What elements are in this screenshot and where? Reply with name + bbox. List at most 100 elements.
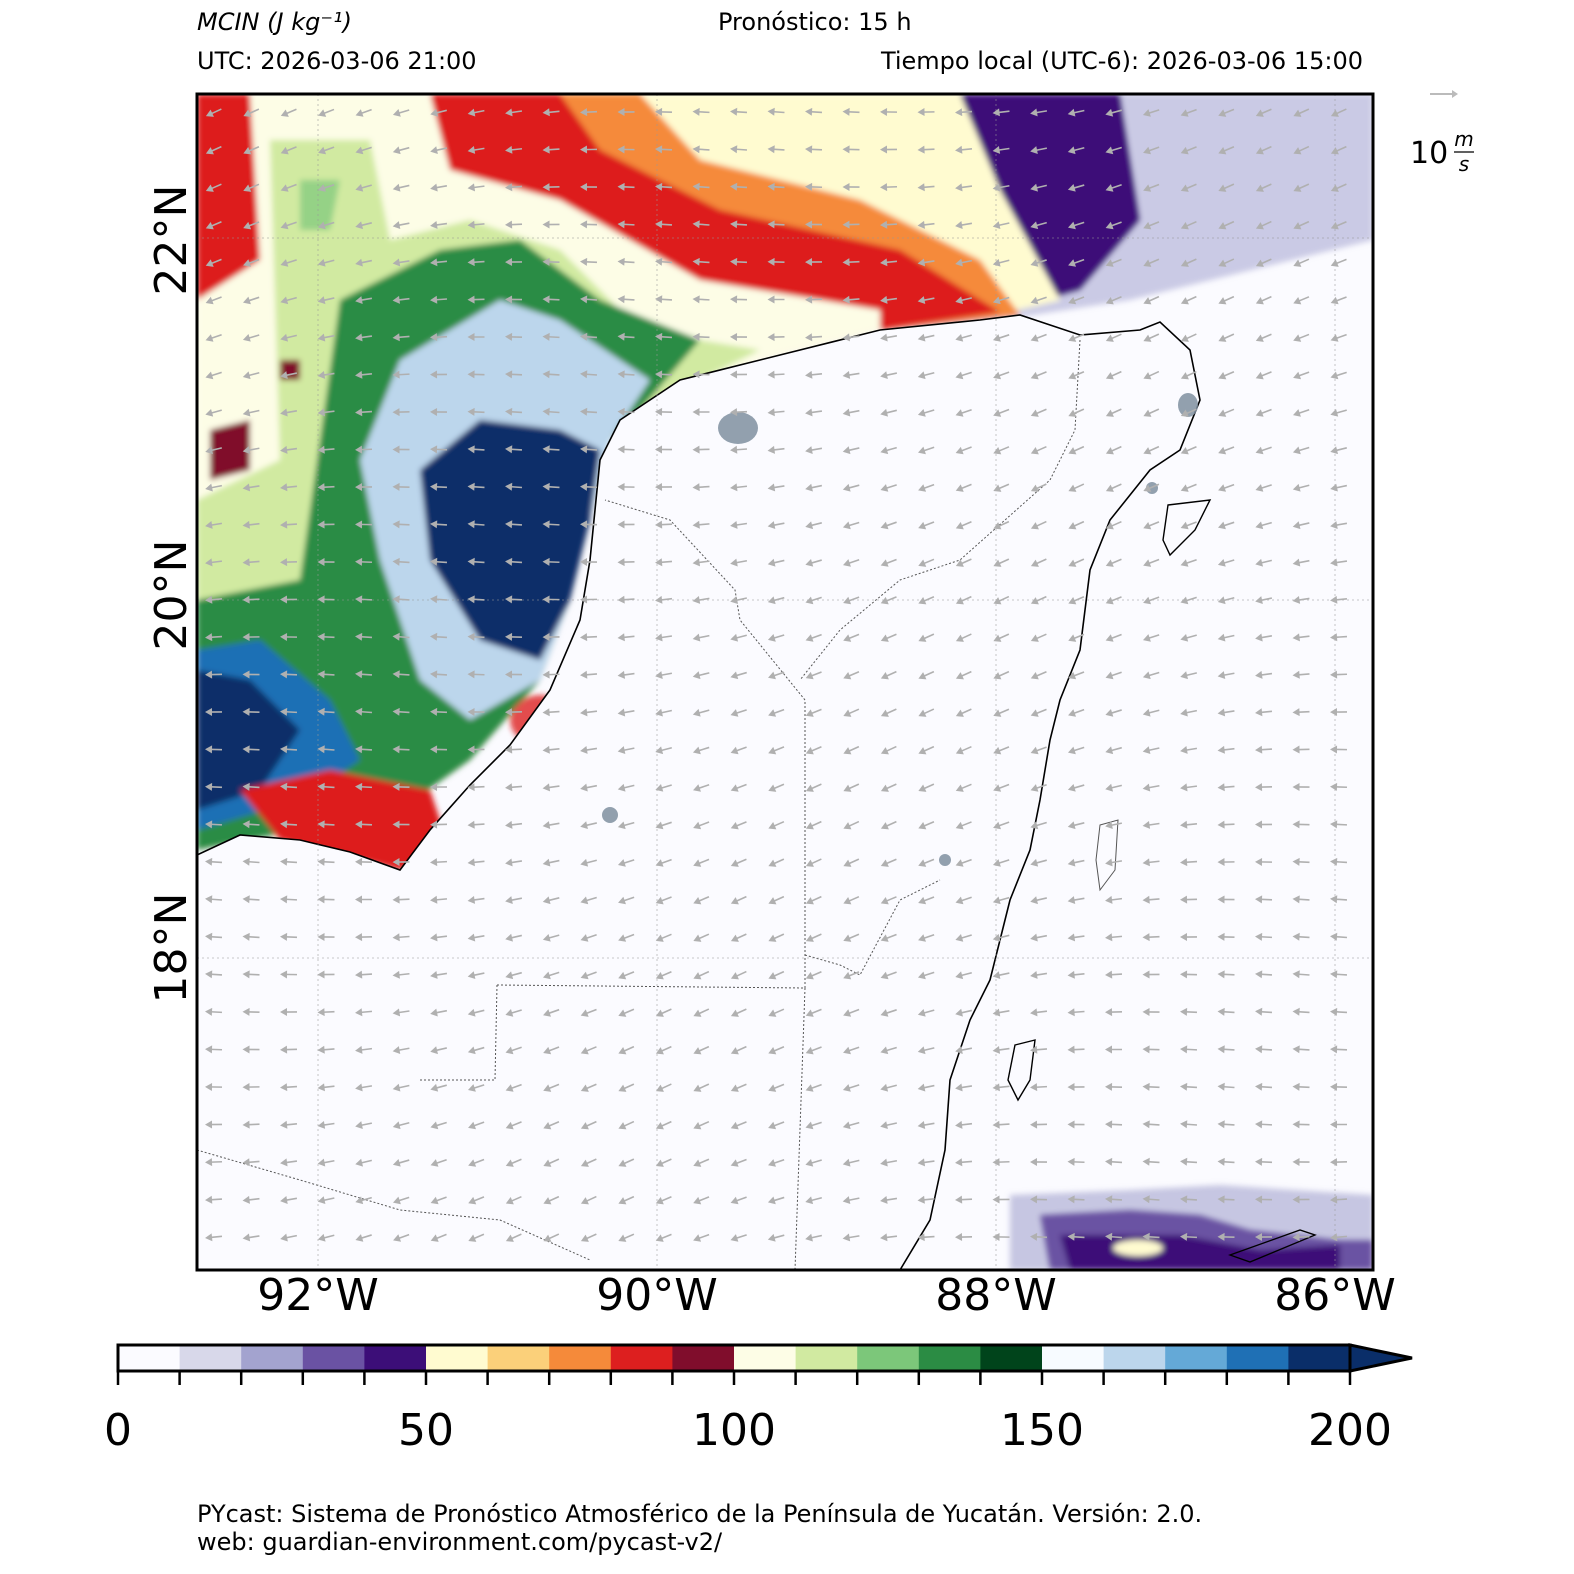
wind-arrow-head <box>243 147 252 155</box>
colorbar-segment <box>118 1345 181 1371</box>
wind-arrow-head <box>1105 1157 1113 1166</box>
wind-arrow-head <box>242 408 251 417</box>
wind-arrow-head <box>1068 372 1077 380</box>
wind-arrow-head <box>1293 409 1301 417</box>
wind-arrow-head <box>1142 1120 1150 1129</box>
wind-arrow-head <box>655 1047 664 1055</box>
wind-arrow-head <box>317 1008 325 1017</box>
wind-arrow-head <box>1330 1045 1338 1054</box>
wind-arrow-head <box>280 558 288 567</box>
wind-arrow-head <box>993 371 1002 380</box>
wind-arrow-head <box>1105 1045 1113 1054</box>
wind-arrow-head <box>1180 1045 1188 1054</box>
colorbar-segment <box>241 1345 304 1371</box>
wind-arrow-head <box>205 1195 213 1204</box>
wind-arrow-head <box>505 933 513 942</box>
wind-arrow-head <box>505 482 513 491</box>
wind-arrow-head <box>655 746 664 755</box>
wind-arrow-head <box>1142 895 1150 904</box>
wind-arrow-head <box>768 746 777 755</box>
wind-arrow-head <box>430 520 438 529</box>
wind-arrow-head <box>1143 559 1152 567</box>
wind-arrow-head <box>992 1120 1000 1129</box>
wind-arrow-head <box>1217 1007 1225 1016</box>
wind-arrow-head <box>430 745 438 754</box>
wind-arrow-head <box>730 257 738 266</box>
wind-arrow-head <box>805 558 814 567</box>
wind-arrow-head <box>355 296 363 304</box>
wind-arrow-head <box>1142 671 1151 680</box>
wind-arrow-head <box>1255 783 1263 792</box>
wind-arrow-head <box>280 595 288 604</box>
wind-arrow-head <box>205 1158 213 1167</box>
wind-arrow-head <box>618 1009 627 1017</box>
wind-arrow-head <box>467 332 475 341</box>
wind-arrow-head <box>542 520 550 529</box>
wind-arrow-head <box>1292 895 1300 904</box>
wind-arrow-head <box>205 558 213 567</box>
wind-arrow-head <box>392 1046 401 1054</box>
wind-arrow-head <box>543 1009 551 1017</box>
wind-arrow-head <box>392 482 400 491</box>
wind-arrow-head <box>355 632 363 641</box>
wind-arrow-head <box>1142 746 1151 755</box>
wind-arrow-head <box>805 483 813 492</box>
wind-arrow-head <box>392 858 400 867</box>
wind-arrow-head <box>767 333 775 342</box>
wind-arrow-head <box>1255 1045 1263 1054</box>
utc-time-label: UTC: 2026-03-06 21:00 <box>197 47 477 75</box>
wind-arrow-head <box>392 970 400 979</box>
wind-arrow-head <box>543 1234 552 1242</box>
wind-arrow-head <box>542 633 550 642</box>
wind-arrow-head <box>1030 671 1039 680</box>
wind-arrow-head <box>1293 109 1302 117</box>
wind-arrow-head <box>280 1008 288 1017</box>
wind-arrow-head <box>355 670 363 679</box>
wind-arrow-head <box>1105 933 1113 942</box>
wind-arrow-head <box>842 1084 851 1092</box>
wind-arrow-head <box>1218 109 1227 117</box>
wind-arrow-head <box>542 257 550 266</box>
colorbar-segment <box>610 1345 673 1371</box>
wind-arrow-head <box>843 784 852 792</box>
wind-arrow-head <box>243 259 252 267</box>
wind-arrow-head <box>392 1196 401 1205</box>
wind-arrow-head <box>1330 932 1338 941</box>
wind-arrow-head <box>317 1233 326 1242</box>
wind-arrow-head <box>467 783 475 792</box>
wind-arrow-head <box>392 408 400 417</box>
wind-arrow-head <box>355 258 363 267</box>
wind-arrow-head <box>1330 259 1339 267</box>
wind-arrow-head <box>692 445 700 454</box>
wind-arrow-head <box>1030 447 1039 455</box>
wind-arrow-head <box>880 747 889 755</box>
wind-arrow-head <box>580 295 588 304</box>
wind-arrow-head <box>317 1158 326 1167</box>
wind-arrow-head <box>580 108 588 117</box>
wind-arrow-head <box>392 258 401 267</box>
wind-arrow-head <box>955 484 964 492</box>
wind-arrow-head <box>317 258 326 267</box>
wind-arrow-head <box>1143 146 1152 155</box>
wind-arrow-head <box>767 1233 776 1242</box>
wind-arrow-head <box>955 634 964 642</box>
wind-arrow-head <box>768 1009 777 1017</box>
wind-arrow-head <box>768 822 777 830</box>
wind-arrow-head <box>655 671 663 679</box>
wind-arrow-head <box>1217 671 1226 679</box>
wind-arrow-head <box>1030 409 1039 417</box>
wind-arrow-head <box>392 707 400 716</box>
colorbar-segment <box>364 1345 427 1371</box>
wind-arrow-head <box>505 370 513 379</box>
wind-arrow-head <box>693 896 702 905</box>
wind-arrow-head <box>618 1159 627 1167</box>
wind-arrow-head <box>993 784 1002 792</box>
wind-arrow-head <box>1330 820 1338 829</box>
wind-arrow-head <box>1180 146 1189 155</box>
wind-arrow-head <box>993 746 1002 755</box>
wind-arrow-head <box>543 1197 552 1205</box>
wind-arrow-head <box>1105 1008 1113 1017</box>
wind-arrow-head <box>1105 671 1114 680</box>
wind-arrow-head <box>618 934 627 942</box>
wind-arrow-head <box>1330 558 1338 567</box>
